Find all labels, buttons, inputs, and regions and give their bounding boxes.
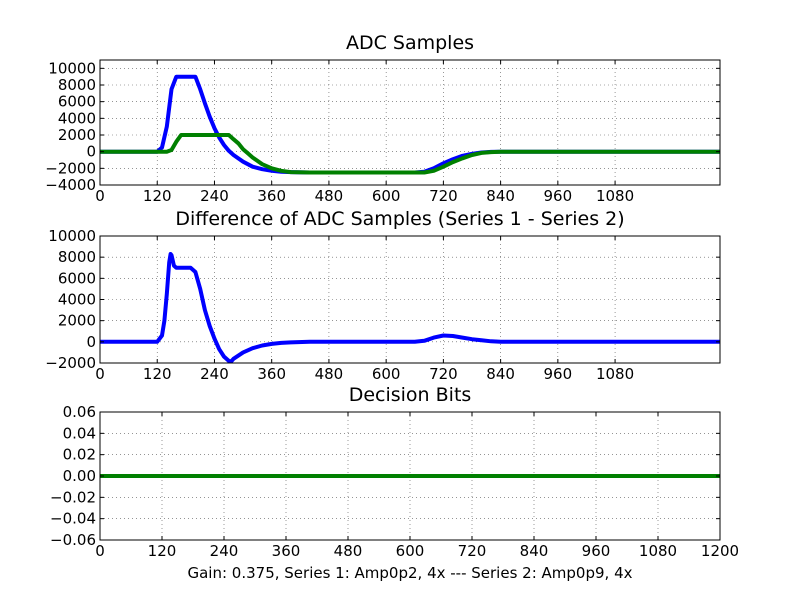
y-tick-label: 4000: [58, 291, 96, 309]
x-tick-label: 240: [200, 187, 229, 205]
y-tick-label: −0.02: [50, 488, 96, 506]
x-tick-label: 480: [315, 365, 344, 383]
x-tick-label: 240: [210, 542, 239, 560]
x-tick-label: 480: [334, 542, 363, 560]
x-tick-label: 960: [544, 365, 573, 383]
y-tick-label: 4000: [58, 109, 96, 127]
x-tick-label: 1080: [639, 542, 677, 560]
chart-title: ADC Samples: [346, 32, 474, 54]
y-tick-label: 0.04: [63, 424, 96, 442]
x-tick-label: 0: [95, 365, 105, 383]
x-tick-label: 840: [486, 365, 515, 383]
y-tick-label: 0.06: [63, 403, 96, 421]
x-tick-label: 120: [143, 187, 172, 205]
y-tick-label: 0: [86, 333, 96, 351]
x-tick-label: 600: [396, 542, 425, 560]
plots-layer: 0 120 240 360 480 600 720 840 960 1080−4000−20000…: [45, 32, 739, 560]
y-tick-label: 0: [86, 143, 96, 161]
y-tick-label: 8000: [58, 76, 96, 94]
chart-title: Difference of ADC Samples (Series 1 - Se…: [175, 208, 624, 230]
chart-panel-2: 0 120 240 360 480 600 720 840 960 1080−2000020004…: [45, 208, 721, 383]
x-tick-label: 720: [429, 187, 458, 205]
series-line-1: [100, 74, 720, 175]
series-line-1: [100, 252, 720, 363]
y-tick-label: −2000: [45, 159, 96, 177]
y-tick-label: 6000: [58, 93, 96, 111]
x-tick-label: 1080: [596, 187, 634, 205]
y-tick-label: 2000: [58, 126, 96, 144]
y-tick-label: 10000: [48, 227, 96, 245]
x-tick-label: 840: [520, 542, 549, 560]
series-line-2: [100, 133, 720, 175]
x-tick-label: 360: [257, 365, 286, 383]
axes-frame: [99, 59, 721, 186]
x-tick-label: 120: [148, 542, 177, 560]
chart-panel-3: 0 120 240 360 480 600 720 840 960 1080 1200 −0.06 −0…: [50, 384, 739, 560]
x-tick-label: 720: [429, 365, 458, 383]
y-tick-label: −2000: [45, 354, 96, 372]
x-tick-label: 960: [582, 542, 611, 560]
x-tick-label: 600: [372, 187, 401, 205]
x-tick-label: 1080: [596, 365, 634, 383]
x-tick-label: 480: [315, 187, 344, 205]
x-tick-label: 240: [200, 365, 229, 383]
figure-caption: Gain: 0.375, Series 1: Amp0p2, 4x --- Se…: [187, 564, 632, 582]
x-tick-label: 960: [544, 187, 573, 205]
y-tick-label: 10000: [48, 59, 96, 77]
y-tick-label: 0.00: [63, 467, 96, 485]
chart-title: Decision Bits: [349, 384, 472, 406]
chart-panel-1: 0 120 240 360 480 600 720 840 960 1080−4000−20000…: [45, 32, 721, 205]
y-tick-label: 0.02: [63, 446, 96, 464]
y-tick-label: 8000: [58, 248, 96, 266]
x-tick-label: 1200: [701, 542, 739, 560]
y-tick-label: −0.06: [50, 531, 96, 549]
x-tick-label: 0: [95, 542, 105, 560]
x-tick-label: 840: [486, 187, 515, 205]
x-tick-label: 360: [272, 542, 301, 560]
x-tick-label: 600: [372, 365, 401, 383]
x-tick-label: 720: [458, 542, 487, 560]
x-tick-label: 360: [257, 187, 286, 205]
y-tick-label: 6000: [58, 269, 96, 287]
x-tick-label: 120: [143, 365, 172, 383]
y-tick-label: −4000: [45, 176, 96, 194]
y-tick-label: −0.04: [50, 510, 96, 528]
x-tick-label: 0: [95, 187, 105, 205]
y-tick-label: 2000: [58, 312, 96, 330]
